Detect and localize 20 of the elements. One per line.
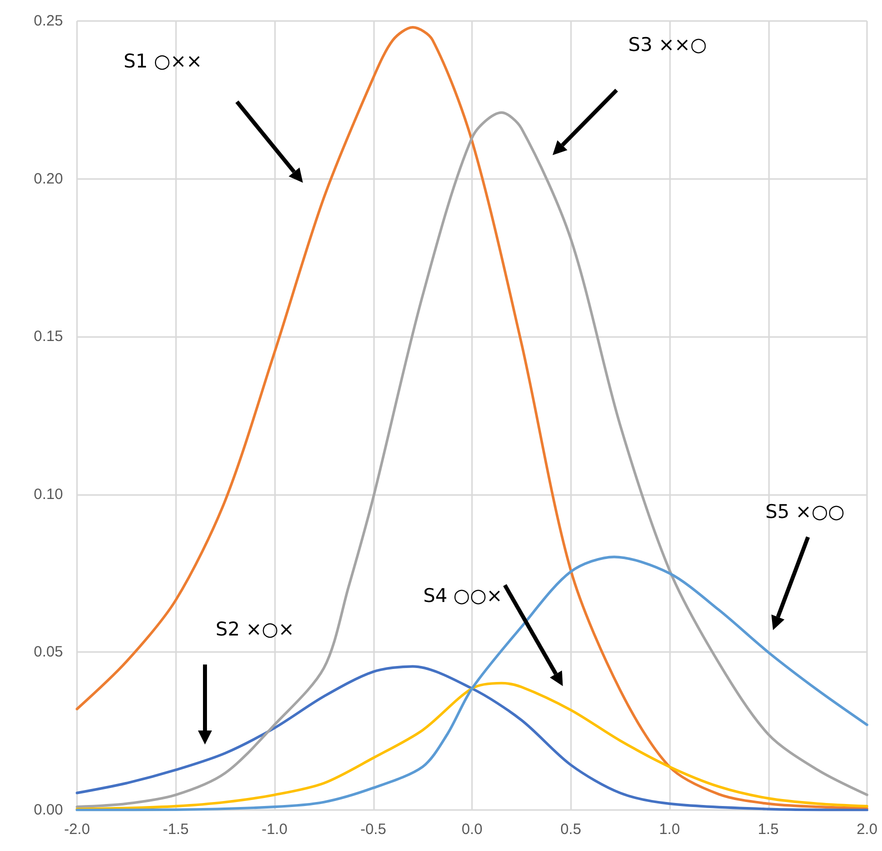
- x-tick-label: -2.0: [64, 821, 90, 838]
- x-tick-label: -1.5: [162, 821, 189, 838]
- x-tick-label: 0.5: [560, 821, 582, 838]
- x-tick-label: 1.5: [758, 821, 779, 838]
- annotation: S1 ○××: [124, 50, 202, 73]
- annotation: S5 ×○○: [765, 501, 845, 524]
- y-tick-label: 0.10: [34, 486, 63, 503]
- y-tick-label: 0.20: [34, 170, 63, 188]
- annotation: S4 ○○×: [423, 585, 502, 608]
- x-tick-label: 1.0: [659, 821, 680, 838]
- y-tick-label: 0.00: [34, 802, 63, 818]
- x-tick-label: 2.0: [856, 821, 878, 838]
- annotation: S2 ×○×: [216, 618, 294, 641]
- y-tick-label: 0.25: [34, 12, 63, 30]
- y-tick-label: 0.05: [34, 644, 63, 661]
- y-tick-label: 0.15: [34, 328, 63, 346]
- x-tick-label: 0.0: [462, 821, 482, 838]
- x-tick-label: -1.0: [262, 821, 288, 838]
- x-tick-label: -0.5: [360, 821, 386, 838]
- annotation: S3 ××○: [628, 34, 707, 56]
